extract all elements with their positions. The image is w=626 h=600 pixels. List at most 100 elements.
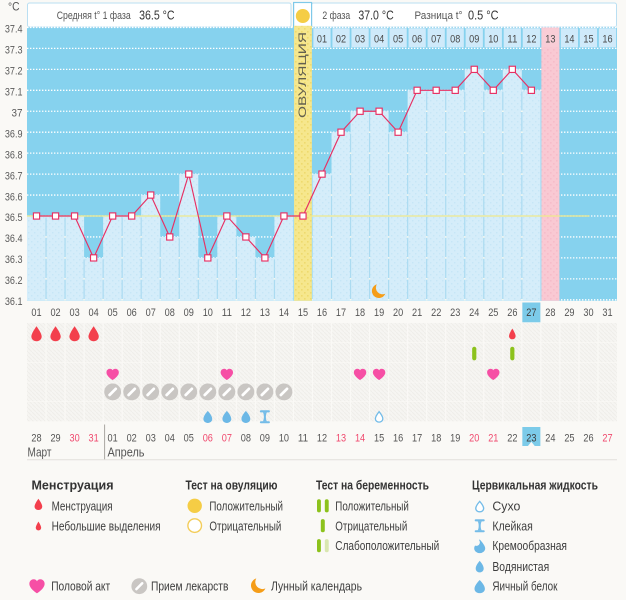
svg-text:14: 14	[564, 33, 574, 45]
svg-text:01: 01	[317, 33, 327, 45]
svg-text:09: 09	[260, 432, 270, 444]
svg-text:ОВУЛЯЦИЯ: ОВУЛЯЦИЯ	[297, 32, 309, 118]
svg-text:37.1: 37.1	[5, 87, 23, 99]
svg-text:30: 30	[69, 432, 79, 444]
svg-text:Положительный: Положительный	[335, 499, 409, 513]
svg-text:03: 03	[355, 33, 365, 45]
svg-text:Цервикальная жидкость: Цервикальная жидкость	[472, 478, 598, 493]
svg-text:08: 08	[241, 432, 251, 444]
svg-text:28: 28	[31, 432, 41, 444]
svg-text:Положительный: Положительный	[209, 499, 283, 513]
svg-text:Сухо: Сухо	[492, 499, 520, 513]
svg-text:04: 04	[165, 432, 175, 444]
svg-text:08: 08	[165, 307, 175, 319]
svg-text:11: 11	[298, 432, 308, 444]
svg-text:10: 10	[203, 307, 213, 319]
svg-text:37.3: 37.3	[5, 45, 23, 57]
svg-text:31: 31	[89, 432, 99, 444]
svg-text:27: 27	[602, 432, 612, 444]
svg-text:06: 06	[203, 432, 213, 444]
svg-text:12: 12	[317, 432, 327, 444]
svg-text:37.0 °C: 37.0 °C	[358, 8, 393, 23]
svg-text:18: 18	[355, 307, 365, 319]
svg-text:16: 16	[393, 432, 403, 444]
svg-text:37: 37	[12, 107, 23, 119]
svg-text:18: 18	[431, 432, 441, 444]
svg-text:08: 08	[450, 33, 460, 45]
svg-text:06: 06	[412, 33, 422, 45]
svg-text:09: 09	[184, 307, 194, 319]
svg-text:22: 22	[431, 307, 441, 319]
svg-text:04: 04	[89, 307, 99, 319]
svg-text:°C: °C	[8, 0, 20, 14]
svg-text:Половой акт: Половой акт	[51, 580, 110, 594]
svg-text:Отрицательный: Отрицательный	[335, 519, 407, 533]
svg-text:31: 31	[602, 307, 612, 319]
svg-text:Отрицательный: Отрицательный	[209, 519, 281, 533]
svg-text:02: 02	[127, 432, 137, 444]
svg-text:15: 15	[298, 307, 308, 319]
svg-text:Тест на беременность: Тест на беременность	[316, 478, 429, 493]
svg-text:03: 03	[146, 432, 156, 444]
svg-text:13: 13	[260, 307, 270, 319]
svg-text:12: 12	[241, 307, 251, 319]
svg-text:07: 07	[146, 307, 156, 319]
svg-text:05: 05	[393, 33, 403, 45]
svg-text:21: 21	[488, 432, 498, 444]
svg-text:13: 13	[336, 432, 346, 444]
svg-text:Апрель: Апрель	[108, 445, 145, 460]
svg-text:Кремообразная: Кремообразная	[492, 539, 567, 553]
svg-text:02: 02	[336, 33, 346, 45]
svg-text:24: 24	[545, 432, 555, 444]
svg-text:14: 14	[279, 307, 289, 319]
svg-text:37.2: 37.2	[5, 66, 23, 78]
svg-text:05: 05	[108, 307, 118, 319]
svg-text:2 фаза: 2 фаза	[322, 10, 350, 22]
svg-text:15: 15	[374, 432, 384, 444]
svg-text:Лунный календарь: Лунный календарь	[271, 580, 362, 594]
svg-text:28: 28	[545, 307, 555, 319]
svg-text:Небольшие выделения: Небольшие выделения	[52, 519, 161, 533]
svg-text:27: 27	[526, 307, 536, 319]
svg-text:01: 01	[31, 307, 41, 319]
svg-text:36.3: 36.3	[5, 254, 23, 266]
svg-text:23: 23	[450, 307, 460, 319]
svg-text:36.2: 36.2	[5, 275, 23, 287]
svg-text:36.1: 36.1	[5, 296, 23, 308]
svg-text:17: 17	[412, 432, 422, 444]
svg-text:12: 12	[526, 33, 536, 45]
svg-text:Яичный белок: Яичный белок	[492, 580, 557, 594]
svg-text:Клейкая: Клейкая	[492, 519, 532, 533]
svg-text:17: 17	[336, 307, 346, 319]
svg-text:16: 16	[317, 307, 327, 319]
svg-text:Март: Март	[28, 445, 52, 460]
svg-text:36.5 °C: 36.5 °C	[139, 8, 175, 23]
svg-text:36.7: 36.7	[5, 170, 23, 182]
svg-text:Разница t°: Разница t°	[415, 10, 463, 22]
svg-text:Средняя t° 1 фаза: Средняя t° 1 фаза	[57, 10, 132, 22]
svg-text:25: 25	[564, 432, 574, 444]
svg-text:Водянистая: Водянистая	[492, 560, 549, 574]
svg-text:04: 04	[374, 33, 384, 45]
svg-text:10: 10	[488, 33, 498, 45]
svg-text:0.5 °C: 0.5 °C	[468, 8, 499, 23]
svg-text:36.6: 36.6	[5, 191, 23, 203]
svg-text:36.9: 36.9	[5, 128, 23, 140]
svg-text:07: 07	[222, 432, 232, 444]
svg-text:14: 14	[355, 432, 365, 444]
svg-text:30: 30	[583, 307, 593, 319]
svg-text:24: 24	[469, 307, 479, 319]
svg-text:11: 11	[507, 33, 517, 45]
svg-text:15: 15	[583, 33, 593, 45]
svg-text:36.4: 36.4	[5, 233, 23, 245]
svg-text:05: 05	[184, 432, 194, 444]
svg-text:26: 26	[583, 432, 593, 444]
svg-text:07: 07	[431, 33, 441, 45]
svg-text:Слабоположительный: Слабоположительный	[335, 539, 439, 553]
svg-text:03: 03	[69, 307, 79, 319]
svg-text:Менструация: Менструация	[52, 499, 113, 513]
svg-text:Менструация: Менструация	[32, 478, 114, 493]
svg-text:23: 23	[526, 432, 536, 444]
svg-text:29: 29	[564, 307, 574, 319]
svg-text:Тест на овуляцию: Тест на овуляцию	[186, 478, 278, 493]
